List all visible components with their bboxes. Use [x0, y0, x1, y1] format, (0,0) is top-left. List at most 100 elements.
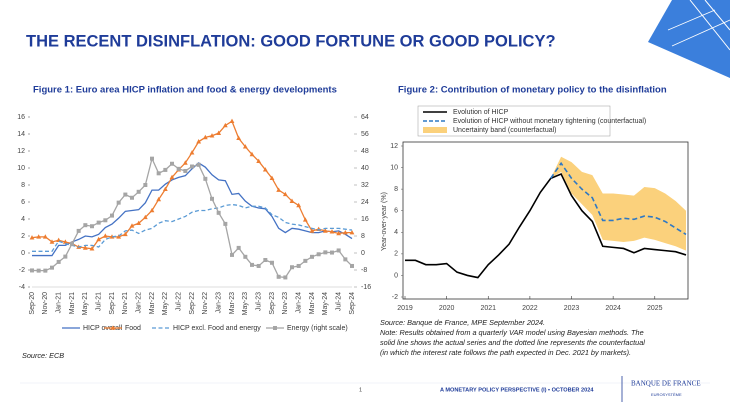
y2-tick-label: -8 [361, 267, 367, 274]
marker [189, 150, 195, 155]
marker [42, 234, 48, 239]
y-tick-label: 4 [21, 216, 25, 223]
marker [176, 166, 181, 171]
marker [122, 231, 128, 237]
marker [203, 176, 208, 181]
marker [110, 213, 114, 218]
marker [96, 220, 101, 225]
x-tick-label: 2020 [439, 305, 455, 312]
y-tick-label: 14 [17, 131, 25, 138]
marker [43, 268, 48, 273]
marker [322, 228, 328, 233]
y-tick-label: 2 [21, 233, 25, 240]
series-line [550, 161, 687, 236]
x-tick-label: Sep-21 [109, 292, 116, 315]
marker [150, 156, 154, 161]
logo: BANQUE DE FRANCE [631, 380, 701, 388]
marker [282, 191, 288, 197]
marker [183, 168, 188, 173]
marker [269, 175, 275, 180]
marker [256, 158, 262, 163]
marker [62, 239, 68, 244]
marker [156, 196, 162, 202]
x-tick-label: Jan-22 [136, 292, 143, 314]
marker [229, 118, 235, 124]
marker [310, 254, 314, 259]
y-tick-label: -4 [19, 284, 25, 291]
marker [50, 265, 54, 270]
marker [302, 217, 308, 222]
x-tick-label: 2023 [564, 305, 580, 312]
marker [210, 196, 214, 201]
marker [36, 268, 41, 273]
series-line [405, 173, 687, 279]
note-line: solid line shows the actual series and t… [380, 338, 645, 347]
marker [89, 246, 95, 251]
x-tick-label: Jan-23 [216, 292, 223, 314]
marker [336, 230, 342, 236]
marker [123, 192, 128, 197]
legend-label: Energy (right scale) [287, 325, 348, 332]
y2-tick-label: 0 [361, 250, 365, 257]
y-axis-label: Year-over-year (%) [381, 192, 388, 251]
marker [130, 195, 134, 200]
x-tick-label: Mar-23 [229, 292, 236, 314]
marker [316, 252, 321, 257]
marker [156, 171, 161, 176]
marker [290, 265, 294, 270]
y-tick-label: 12 [17, 148, 25, 155]
x-tick-label: 2022 [522, 305, 538, 312]
marker [303, 258, 308, 263]
y-tick-label: 6 [21, 199, 25, 206]
legend-box [417, 105, 611, 137]
marker [296, 263, 301, 268]
marker [103, 218, 108, 223]
x-tick-label: 2025 [647, 305, 663, 312]
marker [90, 224, 94, 229]
plot-frame [402, 141, 689, 300]
y2-tick-label: 32 [361, 182, 369, 189]
marker [162, 186, 168, 192]
marker [110, 325, 116, 330]
y-tick-label: 2 [394, 251, 398, 258]
marker [242, 144, 248, 149]
y2-tick-label: 64 [361, 114, 369, 121]
marker [216, 130, 222, 135]
marker [350, 263, 354, 268]
x-tick-label: Jan-24 [296, 292, 303, 314]
marker [83, 223, 88, 228]
x-tick-label: Sep-23 [269, 292, 276, 315]
marker [343, 257, 348, 262]
x-tick-label: Sep-22 [189, 292, 196, 315]
x-tick-label: 2019 [397, 305, 413, 312]
marker [276, 187, 282, 192]
y-tick-label: 10 [390, 164, 398, 171]
marker [82, 245, 88, 250]
y-tick-label: 10 [17, 165, 25, 172]
x-tick-label: 2024 [605, 305, 621, 312]
legend-label: HICP overall [83, 325, 123, 332]
marker [250, 262, 254, 267]
marker [142, 214, 148, 220]
marker [136, 220, 142, 226]
legend-label: Food [125, 325, 141, 332]
legend-label: HICP excl. Food and energy [173, 325, 261, 332]
marker [270, 260, 274, 265]
marker [263, 258, 268, 263]
y2-tick-label: -16 [361, 284, 371, 291]
marker [196, 162, 201, 167]
marker [342, 230, 348, 235]
y2-tick-label: 40 [361, 165, 369, 172]
x-tick-label: Jul-22 [176, 292, 183, 311]
footer-text: A MONETARY POLICY PERSPECTIVE (I) • OCTO… [440, 387, 594, 393]
x-tick-label: Sep-24 [349, 292, 356, 315]
x-tick-label: May-21 [82, 292, 89, 315]
marker [30, 268, 34, 273]
marker [29, 235, 35, 240]
marker [109, 234, 115, 239]
x-tick-label: Mar-24 [309, 292, 316, 314]
x-tick-label: May-24 [322, 292, 329, 315]
uncertainty-band [550, 156, 686, 251]
marker [102, 233, 108, 238]
marker [349, 230, 355, 235]
